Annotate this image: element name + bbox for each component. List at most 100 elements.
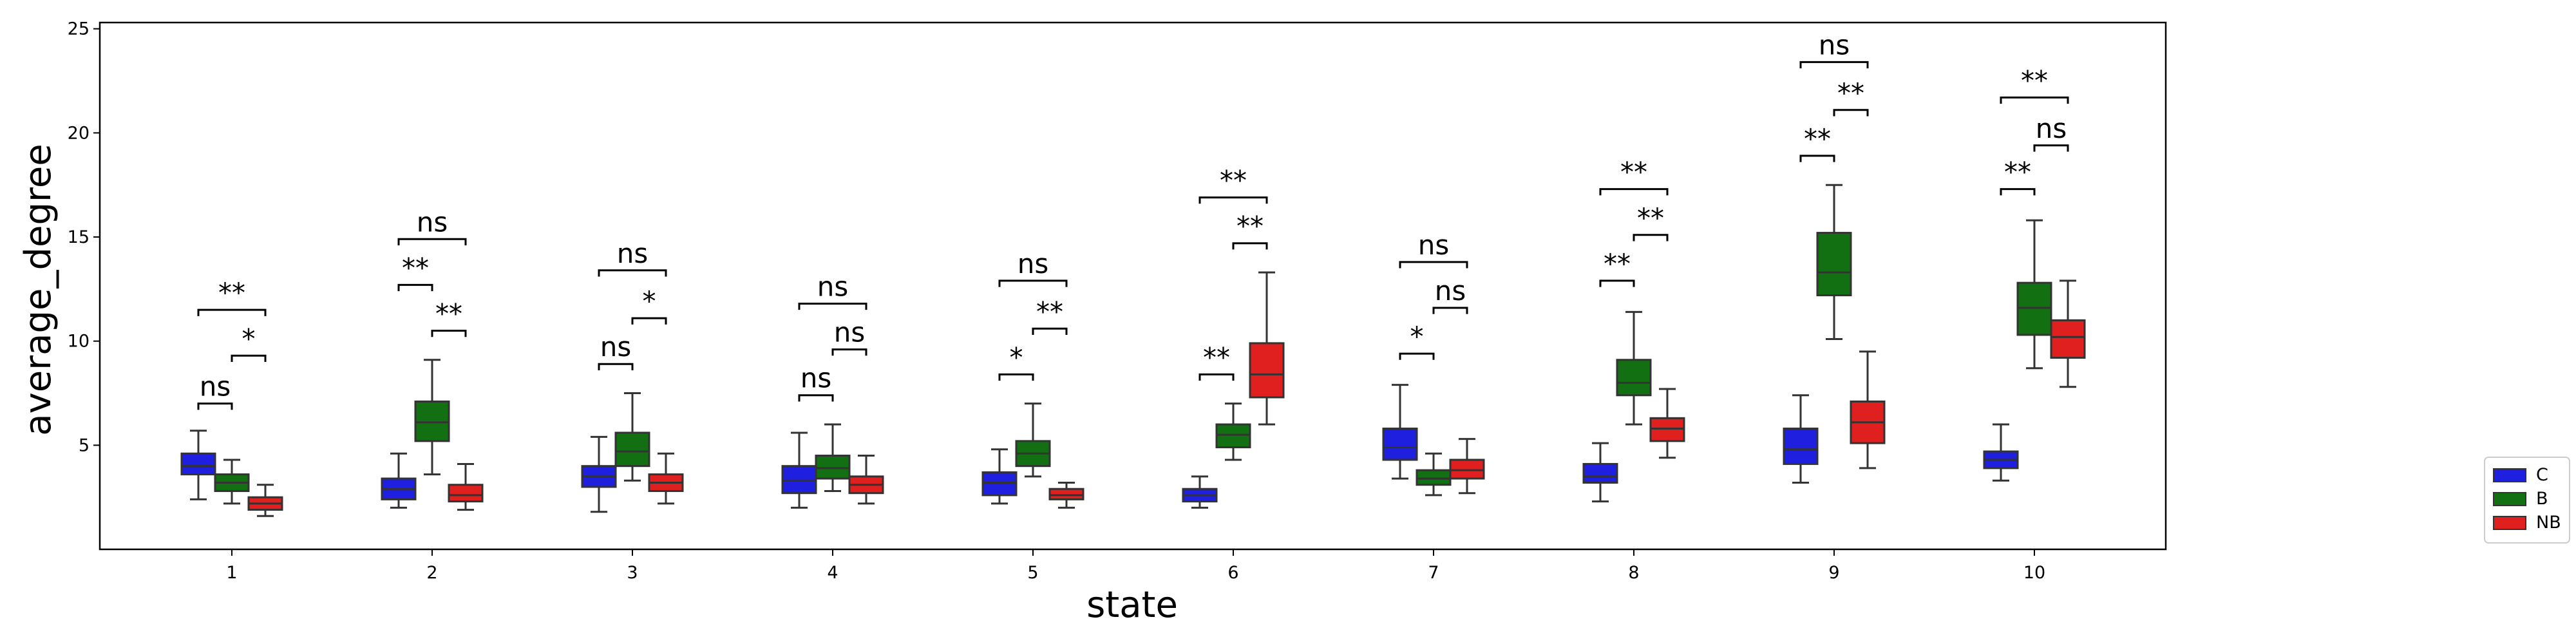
significance-bracket: ns bbox=[1399, 229, 1468, 269]
box-NB-8 bbox=[1649, 388, 1685, 459]
significance-bracket: ** bbox=[1198, 341, 1235, 381]
bracket-line bbox=[1833, 109, 1869, 117]
significance-bracket: ** bbox=[2000, 156, 2036, 196]
significance-label: ns bbox=[834, 317, 866, 348]
significance-bracket: ns bbox=[598, 238, 667, 277]
significance-bracket: * bbox=[998, 341, 1034, 381]
box-NB-9 bbox=[1850, 350, 1886, 469]
box-C-7 bbox=[1382, 384, 1418, 480]
significance-label: ** bbox=[435, 298, 462, 330]
significance-bracket: * bbox=[231, 323, 267, 363]
box-body bbox=[448, 484, 484, 503]
box-body bbox=[1382, 427, 1418, 461]
legend-swatch-NB bbox=[2493, 516, 2526, 530]
bracket-line bbox=[1399, 261, 1468, 269]
bracket-line bbox=[598, 269, 667, 277]
box-NB-2 bbox=[448, 462, 484, 511]
significance-label: ns bbox=[817, 270, 849, 302]
x-tick-label: 4 bbox=[827, 563, 838, 583]
box-body bbox=[1449, 459, 1485, 480]
box-NB-7 bbox=[1449, 438, 1485, 495]
x-tick-label: 7 bbox=[1428, 563, 1439, 583]
box-C-4 bbox=[781, 431, 817, 509]
x-axis-label: state bbox=[1086, 584, 1178, 626]
bracket-line bbox=[998, 279, 1068, 287]
box-C-10 bbox=[1983, 423, 2019, 482]
significance-label: ns bbox=[1418, 229, 1450, 261]
significance-label: ** bbox=[2004, 156, 2031, 188]
plot-frame bbox=[99, 21, 2167, 551]
bracket-line bbox=[831, 348, 867, 356]
bracket-line bbox=[231, 354, 267, 363]
significance-label: * bbox=[1010, 341, 1023, 373]
box-C-8 bbox=[1582, 442, 1618, 503]
y-tick-label: 25 bbox=[68, 19, 90, 39]
box-B-6 bbox=[1215, 402, 1251, 461]
box-NB-5 bbox=[1048, 482, 1084, 509]
legend-swatch-B bbox=[2493, 492, 2526, 506]
box-B-7 bbox=[1416, 452, 1452, 497]
significance-bracket: ns bbox=[798, 270, 867, 310]
significance-label: ** bbox=[1620, 156, 1647, 188]
box-body bbox=[414, 400, 450, 442]
significance-label: ns bbox=[617, 238, 649, 269]
bracket-line bbox=[1198, 196, 1268, 204]
box-body bbox=[1249, 342, 1285, 399]
significance-bracket: ns bbox=[998, 248, 1068, 287]
box-body bbox=[2016, 281, 2052, 336]
box-B-8 bbox=[1616, 310, 1652, 426]
box-C-9 bbox=[1783, 394, 1819, 484]
significance-bracket: ns bbox=[1799, 29, 1869, 69]
bracket-line bbox=[1599, 188, 1669, 196]
x-tick-label: 8 bbox=[1628, 563, 1639, 583]
y-tick-label: 10 bbox=[68, 332, 90, 352]
significance-label: ns bbox=[1435, 275, 1466, 307]
box-body bbox=[1649, 417, 1685, 442]
bracket-line bbox=[1032, 327, 1068, 335]
box-B-10 bbox=[2016, 219, 2052, 370]
significance-label: * bbox=[643, 285, 656, 317]
significance-bracket: ns bbox=[197, 371, 233, 410]
significance-label: ** bbox=[1036, 296, 1063, 327]
box-body bbox=[1416, 469, 1452, 486]
bracket-line bbox=[197, 402, 233, 410]
significance-bracket: ** bbox=[1032, 296, 1068, 335]
legend-label-C: C bbox=[2536, 465, 2548, 485]
box-C-3 bbox=[581, 435, 617, 513]
significance-label: ns bbox=[200, 371, 231, 402]
box-NB-6 bbox=[1249, 271, 1285, 426]
significance-bracket: ** bbox=[197, 277, 267, 316]
box-B-4 bbox=[815, 423, 851, 492]
x-tick-label: 2 bbox=[426, 563, 437, 583]
significance-label: ns bbox=[2036, 113, 2067, 144]
legend: CB NB bbox=[2484, 457, 2570, 544]
box-C-2 bbox=[381, 452, 417, 509]
bracket-line bbox=[1399, 352, 1435, 360]
bracket-line bbox=[1432, 307, 1468, 314]
bracket-line bbox=[397, 238, 467, 245]
significance-label: ** bbox=[1837, 77, 1864, 109]
bracket-line bbox=[1599, 279, 1635, 287]
box-NB-4 bbox=[848, 455, 884, 505]
box-body bbox=[1783, 427, 1819, 465]
significance-label: ** bbox=[2021, 64, 2048, 96]
significance-bracket: ** bbox=[431, 298, 467, 337]
box-body bbox=[1816, 232, 1852, 297]
significance-label: ns bbox=[1819, 29, 1850, 61]
bracket-line bbox=[1799, 155, 1835, 162]
significance-bracket: ** bbox=[1833, 77, 1869, 117]
significance-bracket: ** bbox=[1633, 202, 1669, 242]
y-axis-label: average_degree bbox=[17, 144, 59, 436]
significance-label: ** bbox=[218, 277, 245, 308]
y-tick-label: 15 bbox=[68, 227, 90, 247]
bracket-line bbox=[197, 308, 267, 316]
bracket-line bbox=[1799, 61, 1869, 69]
significance-label: ** bbox=[402, 252, 429, 283]
box-C-5 bbox=[981, 448, 1018, 505]
significance-bracket: ns bbox=[598, 331, 634, 370]
significance-label: ns bbox=[1018, 248, 1049, 279]
significance-bracket: ** bbox=[2000, 64, 2069, 104]
significance-label: ns bbox=[600, 331, 632, 363]
